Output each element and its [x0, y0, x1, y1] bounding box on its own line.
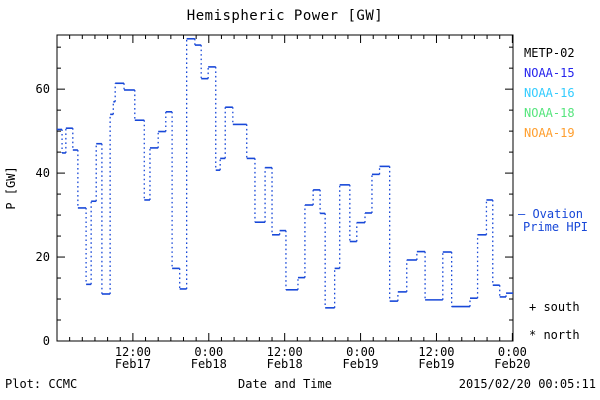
x-tick-date: Feb20 [494, 357, 531, 371]
y-tick-label: 20 [35, 250, 50, 265]
legend-north-marker: * north [529, 328, 580, 342]
x-tick-date: Feb17 [114, 357, 151, 371]
legend-satellite-noaa-19: NOAA-19 [524, 126, 575, 140]
footer-credit: Plot: CCMC [5, 377, 78, 391]
legend-satellite-noaa-15: NOAA-15 [524, 66, 575, 80]
legend-ovation: — Ovation Prime HPI [518, 208, 588, 234]
legend-satellite-metp-02: METP-02 [524, 46, 575, 60]
footer-timestamp: 2015/02/20 00:05:11 [458, 377, 596, 391]
x-axis-title: Date and Time [238, 377, 332, 391]
x-tick-date: Feb18 [266, 357, 303, 371]
x-tick-date: Feb19 [418, 357, 455, 371]
x-tick-date: Feb19 [342, 357, 379, 371]
legend-ovation-line2: Prime HPI [523, 220, 589, 234]
y-tick-label: 0 [42, 334, 50, 348]
legend-satellite-noaa-18: NOAA-18 [524, 106, 575, 120]
x-tick-label: 0:00 Feb19 [342, 345, 379, 371]
legend-south-marker: + south [529, 300, 580, 314]
legend-ovation-line1: — Ovation [518, 207, 584, 221]
x-tick-label: 0:00 Feb20 [494, 345, 531, 371]
chart-title: Hemispheric Power [GW] [186, 8, 384, 24]
legend-satellite-noaa-16: NOAA-16 [524, 86, 575, 100]
x-tick-date: Feb18 [190, 357, 227, 371]
x-tick-label: 12:00 Feb18 [266, 345, 303, 371]
y-tick-label: 40 [35, 166, 50, 181]
x-tick-label: 12:00 Feb17 [114, 345, 151, 371]
axes-box [56, 34, 514, 342]
y-tick-label: 60 [35, 82, 50, 97]
x-tick-label: 0:00 Feb18 [190, 345, 227, 371]
x-tick-label: 12:00 Feb19 [418, 345, 455, 371]
